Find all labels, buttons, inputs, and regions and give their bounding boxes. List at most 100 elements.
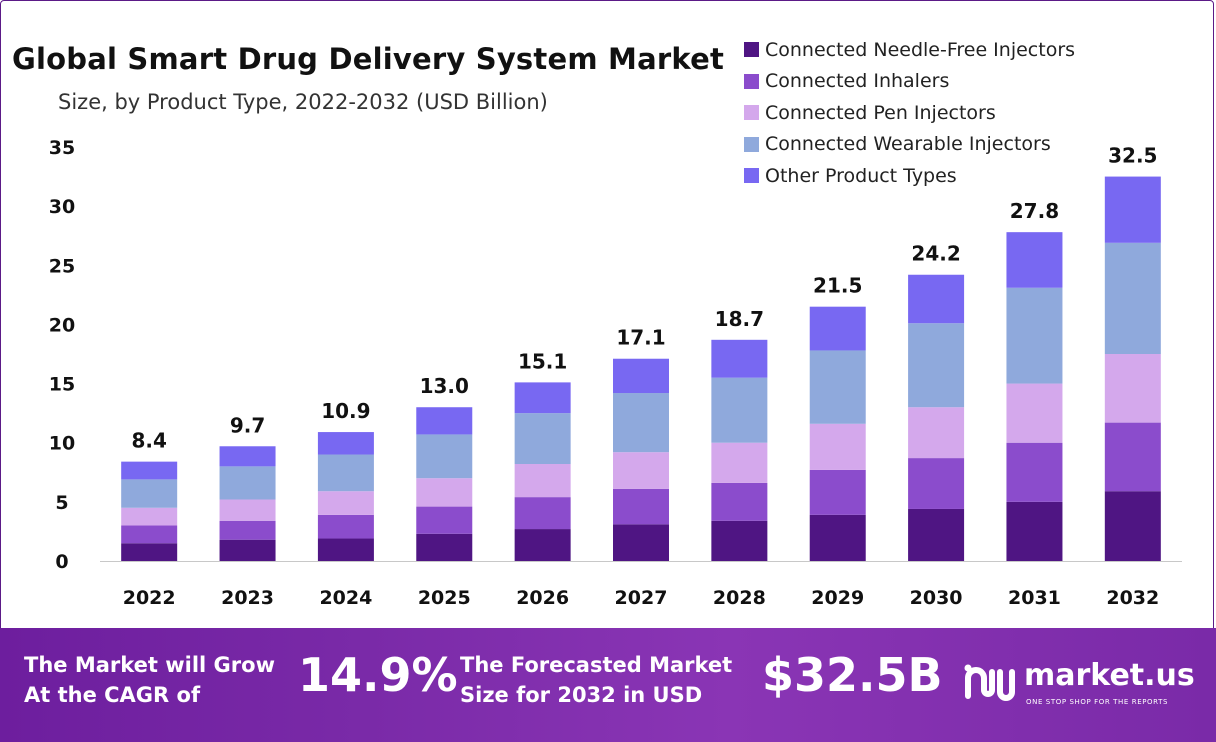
bar-segment-2031-s3 (1006, 287, 1063, 384)
bar-segment-2029-s0 (809, 514, 866, 561)
y-tick-label: 10 (49, 433, 75, 455)
bar-segment-2026-s2 (514, 464, 571, 498)
bar-total-label-2028: 18.7 (715, 307, 764, 331)
summary-banner: The Market will Grow At the CAGR of 14.9… (0, 628, 1216, 742)
legend-swatch-pen-injectors (744, 105, 759, 121)
x-tick-label-2024: 2024 (319, 587, 372, 609)
legend-item-other: Other Product Types (744, 160, 1075, 192)
bar-segment-2032-s1 (1104, 422, 1161, 492)
legend-item-needle-free: Connected Needle-Free Injectors (744, 34, 1075, 66)
x-tick-label-2031: 2031 (1008, 587, 1061, 609)
bar-segment-2023-s3 (219, 466, 276, 500)
forecast-caption-line1: The Forecasted Market (460, 653, 733, 677)
bar-segment-2022-s2 (121, 507, 178, 526)
legend-label-other: Other Product Types (765, 164, 957, 187)
forecast-value: $32.5B (762, 648, 943, 702)
bar-segment-2028-s4 (711, 339, 768, 378)
bar-segment-2023-s2 (219, 499, 276, 521)
x-tick-label-2027: 2027 (615, 587, 668, 609)
bar-segment-2029-s4 (809, 306, 866, 351)
bar-total-label-2030: 24.2 (911, 242, 960, 266)
bar-segment-2024-s0 (317, 538, 374, 561)
bar-segment-2027-s0 (613, 524, 669, 561)
bar-segment-2026-s1 (514, 497, 571, 530)
bar-segment-2024-s3 (317, 454, 374, 492)
bar-segment-2029-s2 (809, 423, 866, 470)
legend-label-pen-injectors: Connected Pen Injectors (765, 101, 996, 124)
bar-segment-2023-s0 (219, 539, 276, 561)
legend-item-pen-injectors: Connected Pen Injectors (744, 97, 1075, 129)
legend-swatch-inhalers (744, 73, 759, 89)
bar-segment-2025-s4 (416, 407, 473, 435)
bar-segment-2028-s1 (711, 482, 768, 521)
legend-swatch-wearable-injectors (744, 136, 759, 152)
bar-segment-2026-s3 (514, 413, 571, 465)
x-tick-label-2030: 2030 (910, 587, 963, 609)
x-tick-label-2032: 2032 (1106, 587, 1159, 609)
stacked-bar-chart: 051015202530358.420229.7202310.9202413.0… (49, 137, 1182, 609)
bar-segment-2027-s1 (613, 488, 669, 525)
market-us-logo-text: market.us (1024, 658, 1195, 693)
bar-segment-2022-s1 (121, 525, 178, 544)
bar-segment-2030-s2 (908, 407, 965, 459)
market-us-tagline: ONE STOP SHOP FOR THE REPORTS (1026, 698, 1169, 706)
bar-segment-2031-s4 (1006, 232, 1063, 288)
bar-total-label-2022: 8.4 (131, 429, 166, 453)
bar-segment-2031-s0 (1006, 501, 1063, 561)
bar-segment-2027-s4 (613, 358, 669, 394)
cagr-caption-line2: At the CAGR of (24, 683, 201, 707)
legend-label-needle-free: Connected Needle-Free Injectors (765, 38, 1076, 61)
y-tick-label: 30 (49, 196, 75, 218)
x-tick-label-2022: 2022 (123, 587, 176, 609)
bar-segment-2025-s2 (416, 478, 473, 507)
legend-swatch-needle-free (744, 42, 759, 58)
forecast-caption: The Forecasted Market Size for 2032 in U… (460, 650, 732, 710)
cagr-caption-line1: The Market will Grow (24, 653, 275, 677)
chart-legend: Connected Needle-Free Injectors Connecte… (744, 34, 1075, 192)
legend-swatch-other (744, 168, 759, 184)
bar-segment-2023-s1 (219, 520, 276, 540)
bar-segment-2032-s3 (1104, 242, 1161, 354)
bar-segment-2031-s1 (1006, 442, 1063, 502)
bar-segment-2024-s2 (317, 491, 374, 515)
bar-segment-2024-s4 (317, 432, 374, 455)
legend-label-inhalers: Connected Inhalers (765, 70, 950, 93)
bar-segment-2028-s0 (711, 520, 768, 561)
bar-total-label-2031: 27.8 (1010, 199, 1059, 223)
y-tick-label: 15 (49, 374, 75, 396)
bar-total-label-2027: 17.1 (616, 326, 665, 350)
y-tick-label: 0 (55, 551, 68, 573)
bar-segment-2032-s4 (1104, 176, 1161, 243)
x-tick-label-2025: 2025 (418, 587, 471, 609)
cagr-caption: The Market will Grow At the CAGR of (24, 650, 275, 710)
bar-segment-2026-s4 (514, 382, 571, 414)
market-us-logo-icon (964, 664, 1015, 701)
bar-segment-2026-s0 (514, 529, 571, 561)
bar-segment-2032-s2 (1104, 354, 1161, 423)
bar-total-label-2026: 15.1 (518, 349, 567, 373)
x-tick-label-2028: 2028 (713, 587, 766, 609)
bar-segment-2025-s0 (416, 533, 473, 561)
bar-segment-2022-s3 (121, 479, 178, 508)
bar-total-label-2032: 32.5 (1108, 144, 1157, 168)
bar-segment-2030-s1 (908, 458, 965, 509)
bar-segment-2028-s3 (711, 377, 768, 443)
x-tick-label-2023: 2023 (221, 587, 274, 609)
bar-segment-2028-s2 (711, 442, 768, 483)
bar-segment-2022-s0 (121, 543, 178, 561)
bar-total-label-2029: 21.5 (813, 274, 862, 298)
forecast-caption-line2: Size for 2032 in USD (460, 683, 703, 707)
bar-segment-2027-s3 (613, 393, 669, 453)
chart-title: Global Smart Drug Delivery System Market (12, 42, 725, 76)
bar-segment-2030-s0 (908, 508, 965, 561)
bar-segment-2025-s3 (416, 434, 473, 479)
bar-segment-2029-s1 (809, 469, 866, 515)
bar-total-label-2023: 9.7 (230, 413, 265, 437)
y-tick-label: 20 (49, 314, 75, 336)
bar-segment-2027-s2 (613, 452, 669, 489)
chart-subtitle: Size, by Product Type, 2022-2032 (USD Bi… (58, 90, 548, 114)
cagr-value: 14.9% (298, 648, 458, 702)
bar-segment-2032-s0 (1104, 491, 1161, 561)
legend-label-wearable-injectors: Connected Wearable Injectors (765, 133, 1051, 156)
legend-item-wearable-injectors: Connected Wearable Injectors (744, 129, 1075, 161)
